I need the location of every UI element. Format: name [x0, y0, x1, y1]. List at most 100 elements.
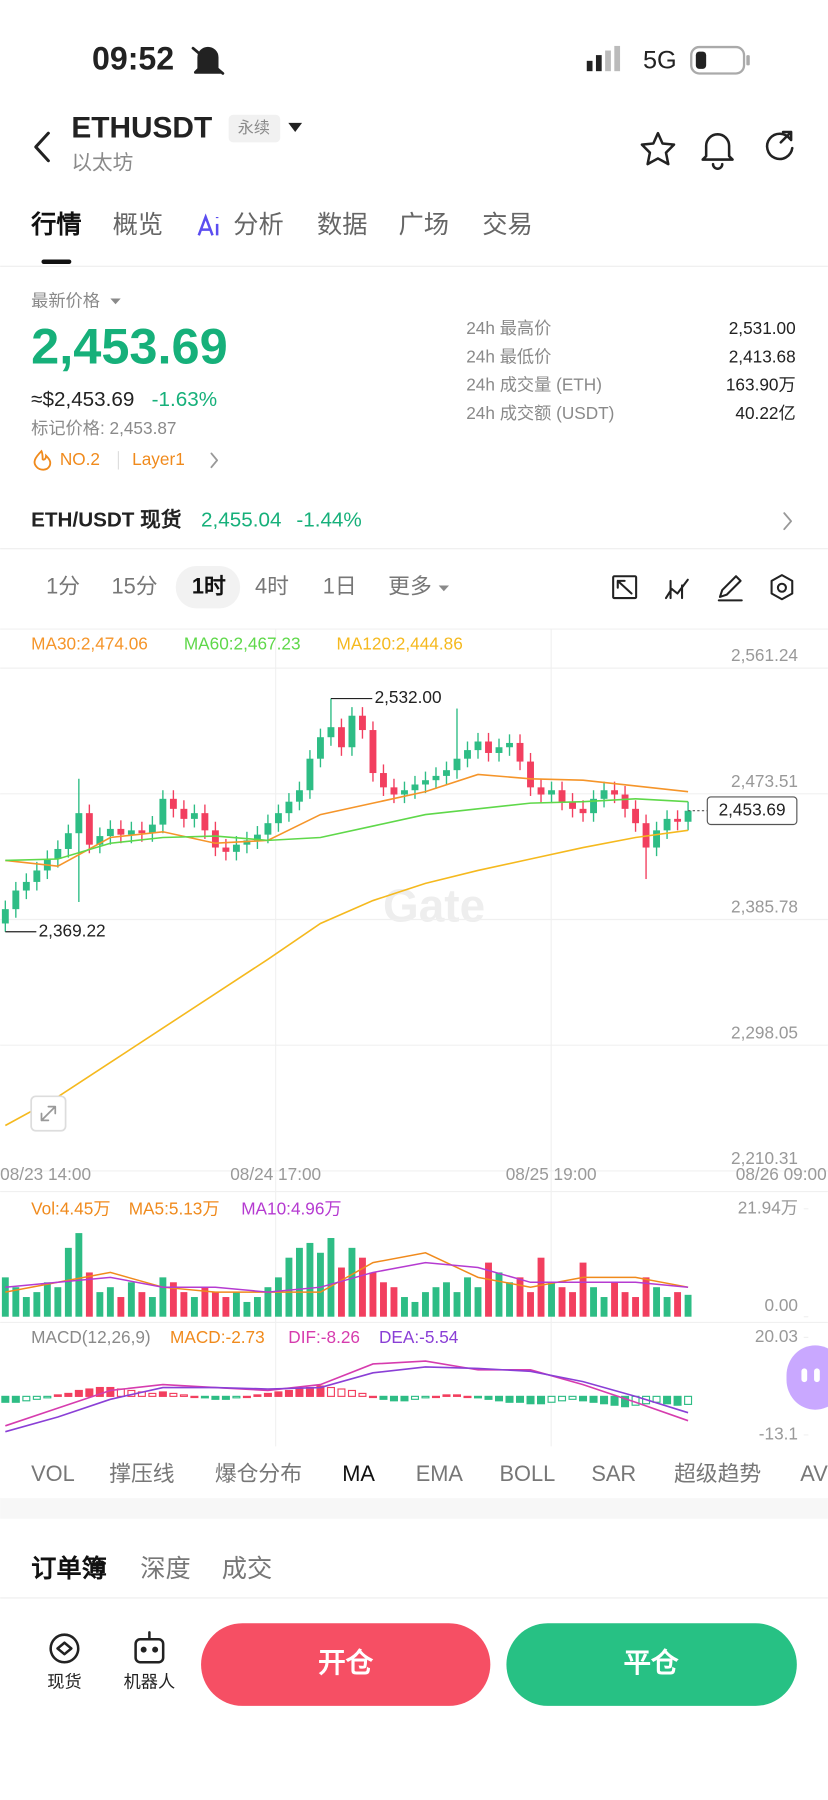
candle-body [96, 836, 104, 845]
volume-bar [12, 1287, 20, 1317]
open-button[interactable] [201, 1623, 491, 1706]
indicator-tab[interactable]: MA [342, 1461, 375, 1486]
candle-body [369, 730, 377, 774]
clock: 09:52 [92, 40, 174, 76]
macd-bar [221, 1395, 230, 1400]
more-dropdown[interactable] [438, 585, 450, 592]
tab[interactable]: 交易 [482, 211, 533, 239]
candle-body [474, 741, 482, 751]
indicator-tab[interactable]: EMA [416, 1461, 464, 1486]
alert-icon[interactable] [701, 133, 734, 170]
interval[interactable]: 1日 [323, 574, 357, 599]
last-price: 2,453.69 [31, 317, 228, 374]
ma-legend: MA30:2,474.06 [31, 634, 148, 654]
orderbook-tab[interactable]: 深度 [140, 1555, 191, 1583]
macd-bar [316, 1385, 325, 1397]
macd-bar [515, 1395, 525, 1403]
tab[interactable]: 概览 [113, 211, 164, 239]
indicator-tab[interactable]: 撑压线 [109, 1461, 174, 1486]
tab[interactable]: 分析 [233, 211, 283, 239]
indicator-tab[interactable]: 爆仓分布 [215, 1461, 302, 1486]
interval[interactable]: 更多 [388, 574, 432, 599]
back-button[interactable] [34, 131, 50, 163]
settings-icon[interactable] [770, 574, 794, 601]
volume-bar [464, 1277, 471, 1317]
interval[interactable]: 1分 [46, 574, 80, 599]
candle-body [663, 818, 671, 831]
macd-legend: DEA:-5.54 [379, 1327, 459, 1347]
close-label[interactable]: 平仓 [623, 1647, 679, 1678]
volume-bar [632, 1297, 639, 1317]
macd-bar [148, 1392, 157, 1397]
spot-icon[interactable] [49, 1633, 80, 1664]
candle-body [117, 828, 125, 835]
expand-button[interactable] [30, 1095, 67, 1132]
interval[interactable]: 4时 [255, 574, 289, 599]
candle-body [600, 790, 608, 799]
macd-bar [368, 1395, 377, 1399]
indicator-tab[interactable]: VOL [31, 1461, 75, 1486]
macd-bar [379, 1395, 388, 1400]
stat-value: 2,531.00 [729, 318, 796, 338]
spot-pair[interactable]: ETH/USDT 现货 [31, 508, 181, 532]
fullscreen-icon[interactable] [612, 575, 638, 600]
tab[interactable]: 行情 [30, 210, 82, 239]
macd-legend: MACD(12,26,9) [31, 1327, 151, 1347]
indicator-tab[interactable]: AV [800, 1461, 828, 1486]
candle-body [180, 808, 188, 819]
candle-body [75, 813, 83, 834]
indicator-tab[interactable]: BOLL [500, 1461, 556, 1486]
candle-body [684, 810, 692, 822]
volume-bar [495, 1272, 503, 1317]
draw-icon[interactable] [717, 575, 743, 602]
stat-label: 24h 最高价 [466, 318, 551, 338]
volume-bar [180, 1292, 188, 1317]
volume-bar [590, 1287, 597, 1317]
indicator-icon[interactable] [664, 578, 689, 600]
indicator-tab[interactable]: 超级趋势 [674, 1461, 761, 1486]
candle-body [243, 840, 251, 845]
macd-bar [494, 1395, 504, 1402]
orderbook-tab[interactable]: 订单簿 [31, 1554, 107, 1583]
open-label[interactable]: 开仓 [318, 1647, 374, 1678]
orderbook-tab[interactable]: 成交 [222, 1555, 273, 1583]
tab[interactable]: 数据 [317, 211, 368, 239]
macd-bar [253, 1394, 262, 1397]
price-change: -1.63% [152, 388, 217, 411]
stat-label: 24h 最低价 [466, 346, 551, 366]
symbol-dropdown[interactable] [288, 122, 303, 133]
candle-body [506, 742, 513, 748]
chart-tools [612, 574, 794, 602]
volume-bar [211, 1292, 219, 1317]
watermark: Gate [383, 879, 485, 931]
candle-body [211, 830, 219, 848]
macd-bar [43, 1395, 52, 1399]
spot-button[interactable]: 现货 [47, 1671, 81, 1691]
volume-bar [506, 1282, 513, 1317]
candle-body [380, 773, 387, 788]
tab[interactable]: 广场 [399, 211, 450, 239]
interval[interactable]: 15分 [112, 574, 158, 599]
y-tick-label: 2,561.24 [731, 645, 798, 665]
share-icon[interactable] [765, 130, 794, 161]
indicator-tab[interactable]: SAR [591, 1461, 636, 1486]
last-price-box [706, 796, 798, 826]
volume-bar [359, 1257, 366, 1317]
interval[interactable]: 1时 [192, 574, 226, 599]
volume-bar [369, 1272, 377, 1317]
volume-bar [663, 1297, 671, 1317]
close-button[interactable] [506, 1623, 797, 1706]
candle-body [285, 801, 293, 814]
sector-chevron[interactable] [210, 452, 219, 469]
assistant-bubble[interactable] [786, 1345, 828, 1410]
favorite-icon[interactable] [640, 131, 676, 166]
volume-bar [274, 1277, 282, 1317]
spot-chevron[interactable] [783, 512, 793, 531]
macd-bar [547, 1395, 556, 1403]
macd-bar [158, 1391, 167, 1397]
price-dropdown[interactable] [110, 298, 121, 305]
bot-button[interactable]: 机器人 [124, 1671, 176, 1691]
bot-icon[interactable] [134, 1631, 165, 1664]
macd-bar [431, 1395, 441, 1399]
